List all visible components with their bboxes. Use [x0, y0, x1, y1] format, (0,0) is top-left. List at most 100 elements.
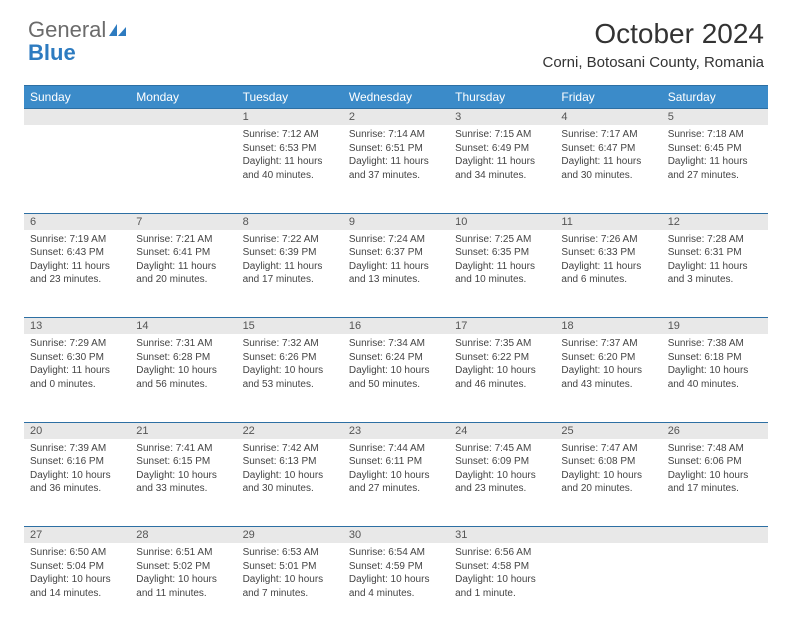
- day-content-cell: Sunrise: 7:24 AMSunset: 6:37 PMDaylight:…: [343, 230, 449, 318]
- sunrise-line: Sunrise: 6:53 AM: [243, 546, 337, 560]
- weekday-header: Thursday: [449, 86, 555, 109]
- sunrise-line: Sunrise: 7:25 AM: [455, 233, 549, 247]
- daylight-line: Daylight: 10 hours and 43 minutes.: [561, 364, 655, 391]
- day-number-cell: 26: [662, 422, 768, 439]
- daylight-line: Daylight: 10 hours and 27 minutes.: [349, 469, 443, 496]
- day-content-cell: Sunrise: 7:45 AMSunset: 6:09 PMDaylight:…: [449, 439, 555, 527]
- header: GeneralBlue October 2024 Corni, Botosani…: [0, 0, 792, 77]
- day-number-row: 13141516171819: [24, 318, 768, 335]
- sunset-line: Sunset: 6:39 PM: [243, 246, 337, 260]
- day-content-cell: Sunrise: 7:31 AMSunset: 6:28 PMDaylight:…: [130, 334, 236, 422]
- daylight-line: Daylight: 11 hours and 0 minutes.: [30, 364, 124, 391]
- day-content-cell: Sunrise: 7:48 AMSunset: 6:06 PMDaylight:…: [662, 439, 768, 527]
- sunrise-line: Sunrise: 7:45 AM: [455, 442, 549, 456]
- month-title: October 2024: [543, 18, 765, 50]
- sail-icon: [108, 18, 130, 41]
- daylight-line: Daylight: 10 hours and 56 minutes.: [136, 364, 230, 391]
- day-content-cell: Sunrise: 6:54 AMSunset: 4:59 PMDaylight:…: [343, 543, 449, 631]
- daylight-line: Daylight: 10 hours and 1 minute.: [455, 573, 549, 600]
- day-number-cell: 6: [24, 213, 130, 230]
- day-number-cell: 9: [343, 213, 449, 230]
- sunset-line: Sunset: 6:37 PM: [349, 246, 443, 260]
- sunrise-line: Sunrise: 7:37 AM: [561, 337, 655, 351]
- day-number-cell: 31: [449, 527, 555, 544]
- day-content-cell: Sunrise: 7:19 AMSunset: 6:43 PMDaylight:…: [24, 230, 130, 318]
- daylight-line: Daylight: 10 hours and 50 minutes.: [349, 364, 443, 391]
- title-block: October 2024 Corni, Botosani County, Rom…: [543, 18, 765, 71]
- sunrise-line: Sunrise: 7:47 AM: [561, 442, 655, 456]
- day-number-cell: 18: [555, 318, 661, 335]
- daylight-line: Daylight: 10 hours and 53 minutes.: [243, 364, 337, 391]
- day-number-cell: 24: [449, 422, 555, 439]
- sunset-line: Sunset: 6:15 PM: [136, 455, 230, 469]
- day-content-row: Sunrise: 7:19 AMSunset: 6:43 PMDaylight:…: [24, 230, 768, 318]
- day-number-cell: 19: [662, 318, 768, 335]
- sunset-line: Sunset: 4:58 PM: [455, 560, 549, 574]
- day-number-row: 2728293031: [24, 527, 768, 544]
- day-content-cell: Sunrise: 6:53 AMSunset: 5:01 PMDaylight:…: [237, 543, 343, 631]
- day-number-cell: 10: [449, 213, 555, 230]
- day-content-cell: [24, 125, 130, 213]
- sunrise-line: Sunrise: 7:22 AM: [243, 233, 337, 247]
- day-content-cell: Sunrise: 7:39 AMSunset: 6:16 PMDaylight:…: [24, 439, 130, 527]
- sunset-line: Sunset: 6:43 PM: [30, 246, 124, 260]
- daylight-line: Daylight: 11 hours and 3 minutes.: [668, 260, 762, 287]
- daylight-line: Daylight: 10 hours and 4 minutes.: [349, 573, 443, 600]
- day-content-row: Sunrise: 6:50 AMSunset: 5:04 PMDaylight:…: [24, 543, 768, 631]
- sunrise-line: Sunrise: 6:50 AM: [30, 546, 124, 560]
- sunset-line: Sunset: 4:59 PM: [349, 560, 443, 574]
- sunset-line: Sunset: 6:26 PM: [243, 351, 337, 365]
- day-number-cell: 8: [237, 213, 343, 230]
- day-content-row: Sunrise: 7:29 AMSunset: 6:30 PMDaylight:…: [24, 334, 768, 422]
- daylight-line: Daylight: 11 hours and 17 minutes.: [243, 260, 337, 287]
- day-content-cell: Sunrise: 7:22 AMSunset: 6:39 PMDaylight:…: [237, 230, 343, 318]
- sunset-line: Sunset: 6:13 PM: [243, 455, 337, 469]
- sunrise-line: Sunrise: 7:44 AM: [349, 442, 443, 456]
- sunset-line: Sunset: 5:01 PM: [243, 560, 337, 574]
- day-content-cell: Sunrise: 7:12 AMSunset: 6:53 PMDaylight:…: [237, 125, 343, 213]
- day-number-cell: [130, 109, 236, 126]
- daylight-line: Daylight: 11 hours and 20 minutes.: [136, 260, 230, 287]
- sunrise-line: Sunrise: 7:19 AM: [30, 233, 124, 247]
- sunrise-line: Sunrise: 7:31 AM: [136, 337, 230, 351]
- daylight-line: Daylight: 11 hours and 10 minutes.: [455, 260, 549, 287]
- day-number-row: 12345: [24, 109, 768, 126]
- sunrise-line: Sunrise: 6:54 AM: [349, 546, 443, 560]
- day-number-cell: 15: [237, 318, 343, 335]
- sunset-line: Sunset: 6:35 PM: [455, 246, 549, 260]
- day-content-cell: Sunrise: 7:41 AMSunset: 6:15 PMDaylight:…: [130, 439, 236, 527]
- day-content-cell: Sunrise: 6:51 AMSunset: 5:02 PMDaylight:…: [130, 543, 236, 631]
- day-content-cell: Sunrise: 6:56 AMSunset: 4:58 PMDaylight:…: [449, 543, 555, 631]
- daylight-line: Daylight: 11 hours and 40 minutes.: [243, 155, 337, 182]
- location: Corni, Botosani County, Romania: [543, 54, 765, 71]
- sunrise-line: Sunrise: 7:41 AM: [136, 442, 230, 456]
- weekday-header: Tuesday: [237, 86, 343, 109]
- day-content-cell: Sunrise: 6:50 AMSunset: 5:04 PMDaylight:…: [24, 543, 130, 631]
- brand-part2: Blue: [28, 40, 76, 65]
- sunset-line: Sunset: 5:02 PM: [136, 560, 230, 574]
- sunset-line: Sunset: 6:09 PM: [455, 455, 549, 469]
- sunrise-line: Sunrise: 7:21 AM: [136, 233, 230, 247]
- weekday-header: Friday: [555, 86, 661, 109]
- sunrise-line: Sunrise: 7:18 AM: [668, 128, 762, 142]
- sunrise-line: Sunrise: 7:28 AM: [668, 233, 762, 247]
- calendar-grid: Sunday Monday Tuesday Wednesday Thursday…: [24, 85, 768, 631]
- sunrise-line: Sunrise: 7:42 AM: [243, 442, 337, 456]
- sunset-line: Sunset: 6:20 PM: [561, 351, 655, 365]
- day-number-cell: 25: [555, 422, 661, 439]
- daylight-line: Daylight: 11 hours and 23 minutes.: [30, 260, 124, 287]
- daylight-line: Daylight: 10 hours and 23 minutes.: [455, 469, 549, 496]
- sunset-line: Sunset: 6:08 PM: [561, 455, 655, 469]
- sunset-line: Sunset: 6:22 PM: [455, 351, 549, 365]
- daylight-line: Daylight: 10 hours and 17 minutes.: [668, 469, 762, 496]
- sunrise-line: Sunrise: 7:26 AM: [561, 233, 655, 247]
- day-content-cell: Sunrise: 7:35 AMSunset: 6:22 PMDaylight:…: [449, 334, 555, 422]
- daylight-line: Daylight: 11 hours and 13 minutes.: [349, 260, 443, 287]
- daylight-line: Daylight: 11 hours and 27 minutes.: [668, 155, 762, 182]
- day-number-cell: [24, 109, 130, 126]
- day-content-cell: Sunrise: 7:14 AMSunset: 6:51 PMDaylight:…: [343, 125, 449, 213]
- daylight-line: Daylight: 10 hours and 14 minutes.: [30, 573, 124, 600]
- sunrise-line: Sunrise: 6:51 AM: [136, 546, 230, 560]
- daylight-line: Daylight: 10 hours and 7 minutes.: [243, 573, 337, 600]
- sunrise-line: Sunrise: 7:17 AM: [561, 128, 655, 142]
